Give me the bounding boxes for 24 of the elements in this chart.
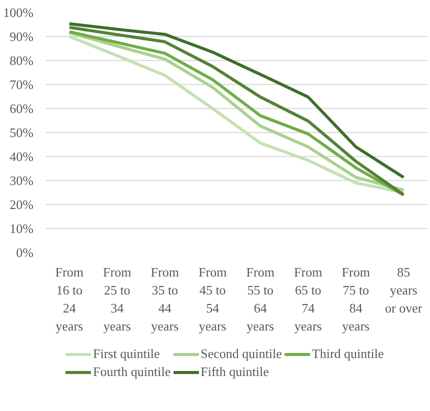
y-tick-label: 90% bbox=[10, 29, 34, 44]
x-tick-label: 85 years or over bbox=[385, 264, 423, 316]
y-tick-label: 50% bbox=[10, 125, 34, 140]
y-tick-label: 20% bbox=[10, 197, 34, 212]
x-tick-label: From 75 to 84 years bbox=[342, 264, 370, 334]
y-tick-label: 80% bbox=[10, 53, 34, 68]
y-tick-label: 30% bbox=[10, 173, 34, 188]
x-tick-label: From 55 to 64 years bbox=[246, 264, 274, 334]
x-tick-label: From 45 to 54 years bbox=[198, 264, 227, 334]
legend-label: Fourth quintile bbox=[93, 364, 171, 380]
x-tick-label: From 35 to 44 years bbox=[150, 264, 179, 334]
y-tick-label: 100% bbox=[3, 5, 34, 20]
legend-label: Third quintile bbox=[312, 346, 384, 362]
y-tick-label: 0% bbox=[16, 245, 34, 260]
x-tick-label: From 16 to 24 years bbox=[55, 264, 84, 334]
y-tick-label: 10% bbox=[10, 221, 34, 236]
y-tick-label: 70% bbox=[10, 77, 34, 92]
y-tick-label: 40% bbox=[10, 149, 34, 164]
x-tick-label: From 25 to 34 years bbox=[103, 264, 132, 334]
x-tick-label: From 65 to 74 years bbox=[294, 264, 322, 334]
legend-label: First quintile bbox=[93, 346, 160, 362]
legend-label: Fifth quintile bbox=[200, 364, 269, 380]
y-tick-label: 60% bbox=[10, 101, 34, 116]
legend-label: Second quintile bbox=[200, 346, 282, 362]
